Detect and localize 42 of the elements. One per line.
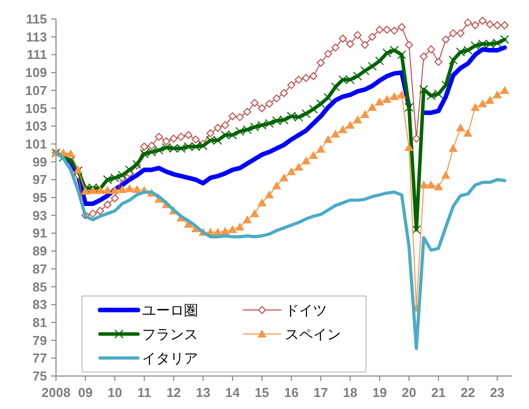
y-tick-label: 111: [26, 47, 47, 62]
y-tick-label: 99: [32, 154, 47, 170]
x-tick-label: 19: [372, 385, 387, 400]
y-tick-label: 89: [32, 244, 47, 259]
x-tick-label: 2008: [42, 385, 70, 400]
x-tick-label: 21: [431, 385, 446, 400]
x-tick-label: 16: [284, 385, 299, 400]
x-tick-label: 15: [254, 385, 270, 400]
x-tick-label: 20: [402, 385, 416, 400]
x-tick-label: 23: [490, 385, 505, 400]
x-tick-label: 12: [166, 385, 181, 400]
x-tick-label: 17: [314, 385, 328, 400]
y-tick-label: 87: [32, 261, 47, 276]
y-tick-label: 103: [25, 118, 47, 134]
y-tick-label: 75: [32, 368, 47, 384]
legend-label: スペイン: [285, 326, 341, 342]
legend-label: フランス: [142, 326, 198, 342]
legend-label: ユーロ圏: [142, 302, 198, 318]
y-tick-label: 105: [25, 100, 47, 116]
y-tick-label: 91: [32, 226, 47, 241]
x-tick-label: 13: [196, 385, 210, 400]
x-tick-label: 22: [460, 385, 476, 400]
y-tick-label: 79: [32, 332, 47, 348]
x-tick-label: 10: [108, 385, 122, 400]
y-tick-label: 93: [32, 208, 47, 223]
y-tick-label: 101: [25, 136, 47, 152]
y-tick-label: 81: [32, 314, 47, 330]
y-tick-label: 95: [32, 190, 47, 205]
y-tick-label: 97: [32, 172, 47, 188]
y-tick-label: 83: [32, 297, 47, 312]
y-tick-label: 77: [32, 350, 47, 366]
y-tick-label: 115: [26, 12, 47, 26]
y-tick-label: 85: [32, 279, 47, 294]
y-tick-label: 113: [26, 29, 47, 44]
x-tick-label: 09: [78, 385, 93, 400]
y-tick-label: 107: [25, 82, 47, 98]
x-tick-label: 11: [137, 385, 152, 400]
y-tick-label: 109: [25, 65, 47, 80]
x-tick-label: 14: [225, 385, 241, 400]
legend-label: ドイツ: [285, 302, 327, 318]
legend-label: イタリア: [142, 350, 198, 366]
x-tick-label: 18: [342, 385, 358, 400]
